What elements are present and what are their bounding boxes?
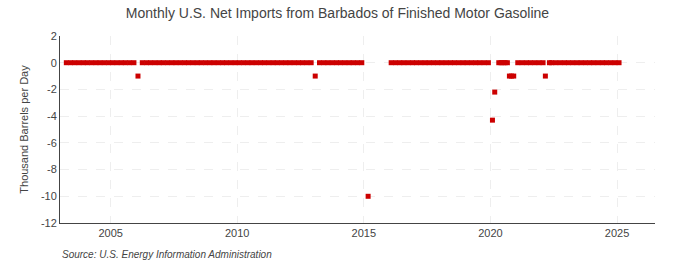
svg-text:2020: 2020	[478, 227, 502, 239]
svg-text:2015: 2015	[352, 227, 376, 239]
svg-text:2005: 2005	[98, 227, 122, 239]
svg-text:-4: -4	[47, 110, 57, 122]
svg-text:2010: 2010	[225, 227, 249, 239]
svg-text:Thousand Barrels per Day: Thousand Barrels per Day	[18, 65, 30, 194]
svg-text:-2: -2	[47, 83, 57, 95]
svg-text:-6: -6	[47, 137, 57, 149]
svg-text:Monthly U.S. Net Imports from: Monthly U.S. Net Imports from Barbados o…	[126, 5, 549, 21]
svg-text:-10: -10	[41, 190, 57, 202]
svg-text:2: 2	[51, 30, 57, 42]
svg-text:-8: -8	[47, 163, 57, 175]
svg-text:2025: 2025	[605, 227, 629, 239]
svg-text:0: 0	[51, 57, 57, 69]
svg-text:Source: U.S. Energy Informatio: Source: U.S. Energy Information Administ…	[62, 249, 272, 260]
svg-text:-12: -12	[41, 217, 57, 229]
